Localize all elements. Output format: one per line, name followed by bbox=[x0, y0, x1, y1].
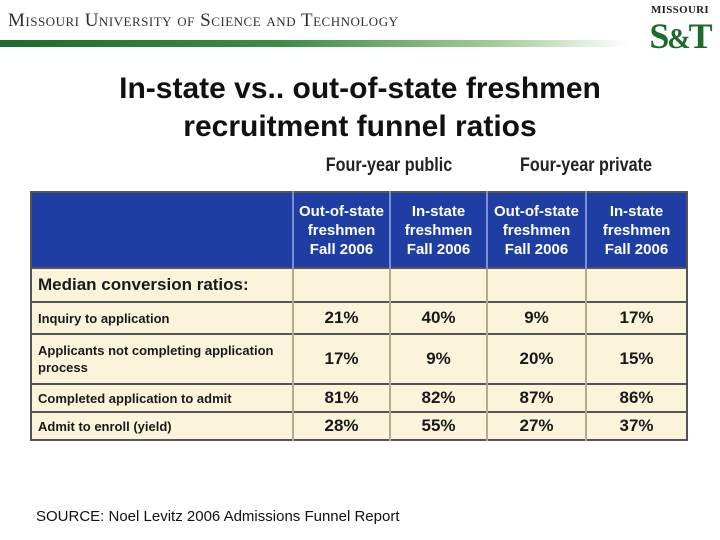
ratio-cell: 82% bbox=[390, 383, 488, 412]
row-label: Completed application to admit bbox=[31, 383, 294, 412]
table-row: Completed application to admit 81% 82% 8… bbox=[31, 383, 687, 412]
ratio-cell: 9% bbox=[487, 301, 587, 334]
column-header: Out-of-state freshmen Fall 2006 bbox=[487, 192, 587, 268]
ratio-cell: 15% bbox=[586, 333, 687, 384]
ratio-cell: 81% bbox=[293, 383, 391, 412]
ratio-cell: 37% bbox=[586, 411, 687, 440]
table-row: Applicants not completing application pr… bbox=[31, 333, 687, 384]
table-row: Admit to enroll (yield) 28% 55% 27% 37% bbox=[31, 411, 687, 440]
column-header: In-state freshmen Fall 2006 bbox=[390, 192, 488, 268]
row-label: Inquiry to application bbox=[31, 301, 294, 334]
section-label: Median conversion ratios: bbox=[31, 267, 294, 302]
ratio-cell: 17% bbox=[293, 333, 391, 384]
university-name: Missouri University of Science and Techn… bbox=[8, 10, 399, 31]
column-header: Out-of-state freshmen Fall 2006 bbox=[293, 192, 391, 268]
row-label: Applicants not completing application pr… bbox=[31, 333, 294, 384]
ratio-cell: 9% bbox=[390, 333, 488, 384]
table-group-headers: Four-year public Four-year private bbox=[30, 155, 686, 191]
ratio-cell: 20% bbox=[487, 333, 587, 384]
table-header-row: Out-of-state freshmen Fall 2006 In-state fr… bbox=[31, 192, 687, 268]
header-corner-cell bbox=[31, 192, 294, 268]
ratio-cell: 28% bbox=[293, 411, 391, 440]
group-header-public: Four-year public bbox=[325, 155, 453, 176]
empty-cell bbox=[586, 267, 687, 302]
ratio-cell: 17% bbox=[586, 301, 687, 334]
header-accent-bar bbox=[0, 40, 628, 47]
funnel-ratio-table-container: Four-year public Four-year private Out-o… bbox=[30, 155, 688, 441]
ratio-cell: 40% bbox=[390, 301, 488, 334]
group-header-private: Four-year private bbox=[520, 155, 652, 176]
ratio-cell: 27% bbox=[487, 411, 587, 440]
empty-cell bbox=[487, 267, 587, 302]
title-line-1: In-state vs.. out-of-state freshmen bbox=[119, 72, 601, 105]
funnel-ratio-table: Out-of-state freshmen Fall 2006 In-state fr… bbox=[30, 191, 688, 441]
source-note: SOURCE: Noel Levitz 2006 Admissions Funn… bbox=[36, 508, 400, 525]
logo-wordmark: MISSOURI bbox=[650, 4, 710, 16]
empty-cell bbox=[293, 267, 391, 302]
ratio-cell: 86% bbox=[586, 383, 687, 412]
university-logo: MISSOURI S&T bbox=[648, 4, 712, 64]
row-label: Admit to enroll (yield) bbox=[31, 411, 294, 440]
logo-mark: S&T bbox=[649, 16, 712, 56]
slide-header: Missouri University of Science and Techn… bbox=[0, 0, 720, 62]
ratio-cell: 87% bbox=[487, 383, 587, 412]
table-row: Inquiry to application 21% 40% 9% 17% bbox=[31, 301, 687, 334]
empty-cell bbox=[390, 267, 488, 302]
title-line-2: recruitment funnel ratios bbox=[183, 110, 537, 143]
ratio-cell: 21% bbox=[293, 301, 391, 334]
section-row: Median conversion ratios: bbox=[31, 267, 687, 302]
column-header: In-state freshmen Fall 2006 bbox=[586, 192, 687, 268]
ratio-cell: 55% bbox=[390, 411, 488, 440]
slide-title: In-state vs.. out-of-state freshmen recr… bbox=[0, 70, 720, 146]
